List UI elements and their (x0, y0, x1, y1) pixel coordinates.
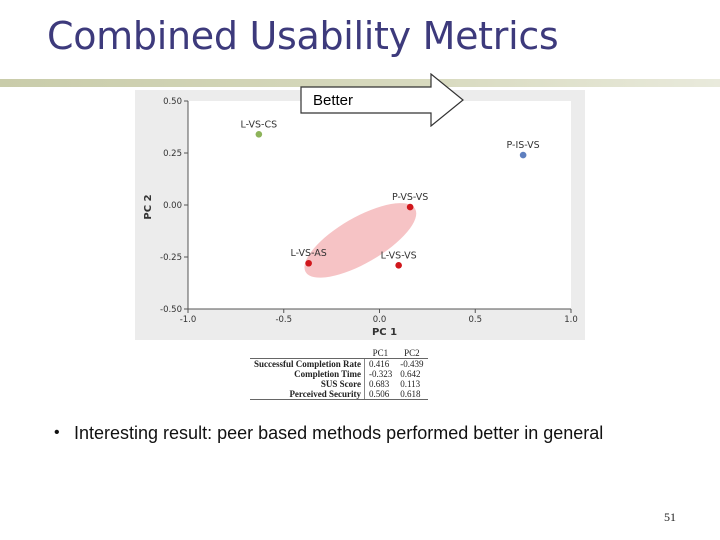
pc1-value: -0.323 (369, 369, 393, 379)
table-row: Perceived Security 0.506 0.618 (250, 389, 428, 400)
x-tick-label: -0.5 (275, 315, 292, 325)
row-label: Perceived Security (250, 389, 365, 400)
pc2-value: 0.642 (400, 369, 421, 379)
data-point (519, 151, 527, 159)
data-point (305, 259, 312, 267)
y-axis-title: PC 2 (143, 194, 154, 219)
table-header-cell: PC1 (364, 348, 397, 359)
pc1-value: 0.416 (369, 359, 390, 369)
point-label: L-VS-CS (241, 119, 278, 130)
page-number: 51 (664, 510, 676, 524)
bullet-text: Interesting result: peer based methods p… (74, 423, 604, 443)
slide-title: Combined Usability Metrics (47, 14, 559, 58)
table-header-row: PC1 PC2 (250, 348, 428, 359)
data-point (406, 203, 414, 211)
x-axis-title: PC 1 (372, 327, 397, 338)
row-label: Completion Time (250, 369, 365, 379)
row-label: Successful Completion Rate (250, 358, 365, 369)
table-row: Completion Time -0.323 0.642 (250, 369, 428, 379)
cluster-ellipse (304, 203, 417, 278)
data-point (395, 262, 402, 269)
table-row: Successful Completion Rate 0.416 -0.439 (250, 358, 428, 369)
x-tick-label: 0.5 (468, 315, 482, 325)
pc1-value: 0.506 (364, 389, 397, 400)
title-divider (0, 79, 720, 87)
pc1-value: 0.683 (369, 379, 390, 389)
x-tick-label: 0.0 (373, 315, 387, 325)
y-tick-label: 0.00 (163, 201, 182, 211)
better-arrow-label: Better (313, 92, 354, 109)
y-tick-label: 0.25 (163, 149, 182, 159)
better-arrow-icon (300, 73, 464, 127)
y-tick-label: 0.50 (163, 97, 182, 107)
point-label: P-IS-VS (507, 140, 540, 151)
pca-scatter-plot: -1.0 -0.5 0.0 0.5 1.0 0.50 0.25 0.00 -0.25 -0.50 P… (143, 97, 578, 338)
row-label: SUS Score (250, 379, 365, 389)
pca-loadings-table: PC1 PC2 Successful Completion Rate 0.416… (250, 348, 428, 400)
table-header-cell: PC2 (396, 348, 428, 359)
table-header-cell (250, 348, 365, 359)
pc2-value: 0.113 (400, 379, 421, 389)
x-tick-label: 1.0 (564, 315, 578, 325)
point-label: L-VS-VS (381, 250, 417, 261)
data-point (255, 130, 263, 138)
pc2-value: -0.439 (400, 359, 424, 369)
y-tick-label: -0.25 (160, 253, 182, 263)
bullet-icon: • (54, 424, 60, 441)
plot-area (188, 101, 571, 309)
point-label: L-VS-AS (291, 248, 327, 259)
y-tick-label: -0.50 (160, 305, 182, 315)
point-label: P-VS-VS (392, 192, 428, 203)
pc2-value: 0.618 (396, 389, 428, 400)
x-tick-label: -1.0 (180, 315, 197, 325)
table-row: SUS Score 0.683 0.113 (250, 379, 428, 389)
